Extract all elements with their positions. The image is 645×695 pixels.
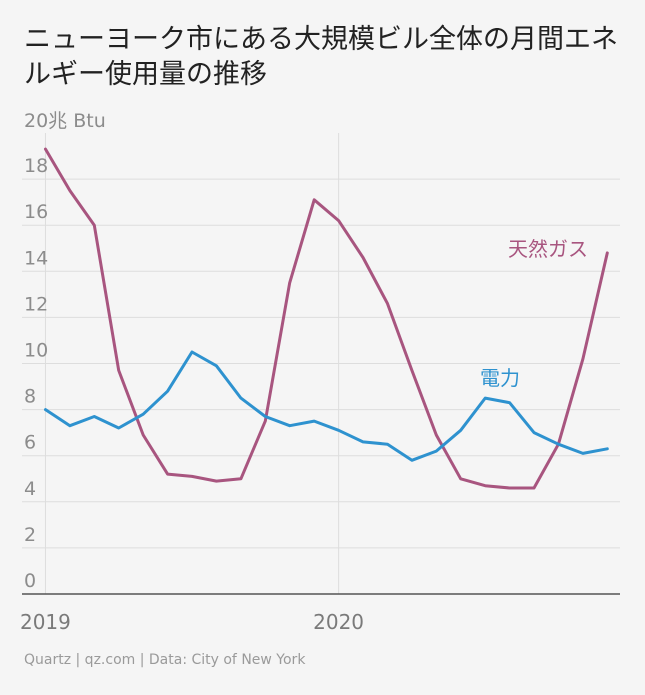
y-axis-unit-label: 20兆 Btu xyxy=(24,110,106,132)
y-tick-label: 2 xyxy=(24,524,36,546)
axes: 0 2 4 6 8 10 12 14 16 18 2019 2020 xyxy=(20,155,620,634)
y-tick-label: 18 xyxy=(24,155,48,177)
series-label-gas: 天然ガス xyxy=(508,237,588,261)
series-lines xyxy=(44,147,609,490)
y-tick-label: 14 xyxy=(24,247,48,269)
y-tick-label: 8 xyxy=(24,386,36,408)
x-tick-label: 2019 xyxy=(20,610,71,634)
y-tick-label: 0 xyxy=(24,570,36,592)
gridlines xyxy=(22,133,620,594)
series-line-gas xyxy=(44,147,609,490)
y-tick-label: 10 xyxy=(24,340,48,362)
chart-title: ニューヨーク市にある大規模ビル全体の月間エネルギー使用量の推移 xyxy=(24,24,618,90)
series-label-electric: 電力 xyxy=(480,366,520,390)
y-tick-label: 6 xyxy=(24,432,36,454)
y-tick-label: 4 xyxy=(24,478,36,500)
y-tick-label: 16 xyxy=(24,201,48,223)
y-tick-label: 12 xyxy=(24,293,48,315)
series-line-electric xyxy=(44,350,609,462)
x-tick-label: 2020 xyxy=(313,610,364,634)
source-credit: Quartz | qz.com | Data: City of New York xyxy=(24,652,306,668)
